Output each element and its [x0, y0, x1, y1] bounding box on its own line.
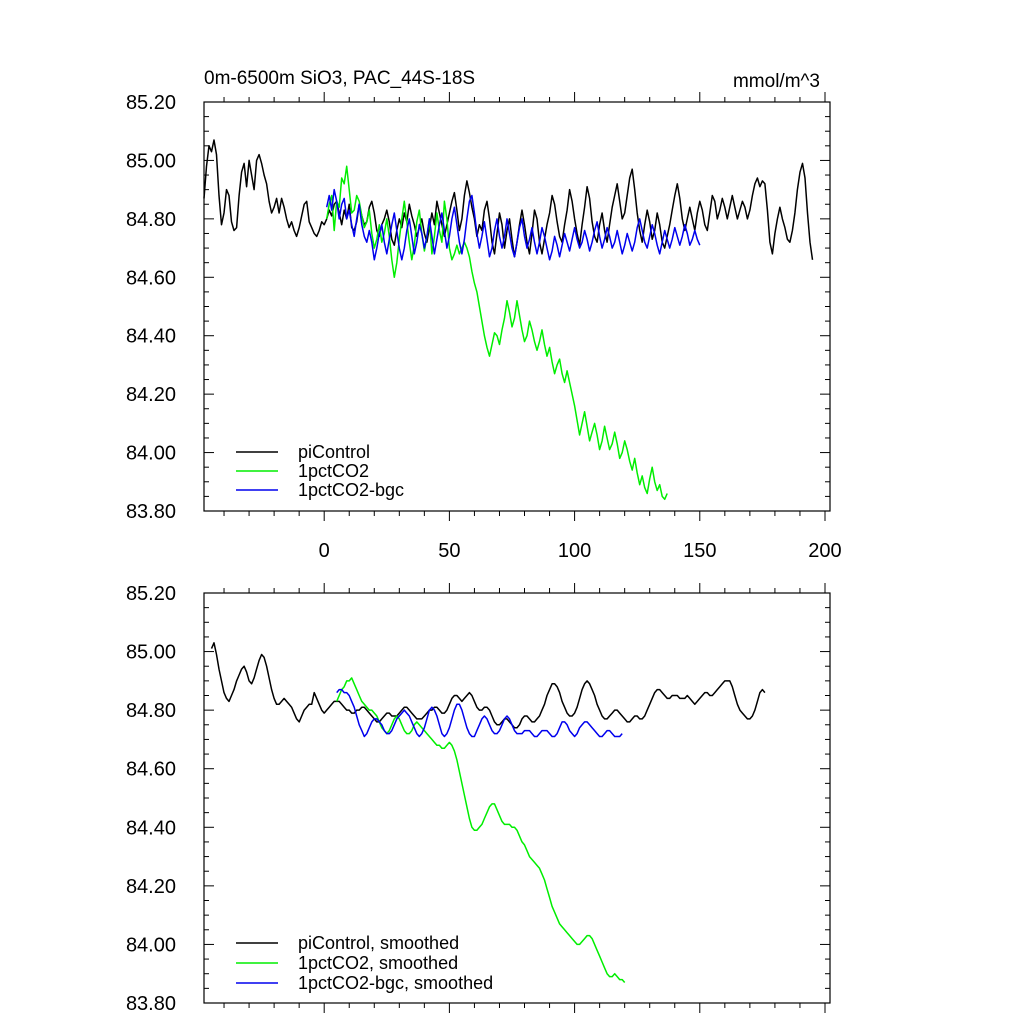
top-ytick-label: 84.00 — [126, 443, 176, 465]
bottom-series — [210, 642, 766, 983]
top-title: 0m-6500m SiO3, PAC_44S-18S — [204, 68, 475, 89]
top-series-picontrol — [203, 139, 814, 260]
bottom-ytick-label: 84.40 — [126, 817, 176, 839]
top-ytick-label: 85.20 — [126, 92, 176, 114]
top-panel: 0m-6500m SiO3, PAC_44S-18S mmol/m^3 83.8… — [126, 68, 842, 562]
top-xtick-label: 0 — [319, 540, 330, 562]
bottom-legend-label: 1pctCO2-bgc, smoothed — [298, 973, 493, 993]
bottom-ytick-label: 83.80 — [126, 993, 176, 1015]
bottom-series-1pctco2-bgc-smoothed — [336, 688, 623, 738]
top-legend-label: 1pctCO2-bgc — [298, 480, 404, 500]
top-ytick-label: 83.80 — [126, 501, 176, 523]
bottom-ytick-label: 85.00 — [126, 642, 176, 664]
top-ytick-label: 84.80 — [126, 209, 176, 231]
bottom-ticks: 83.80 84.00 84.20 84.40 84.60 84.80 85.00 85.20 — [126, 583, 830, 1015]
bottom-ytick-label: 84.80 — [126, 700, 176, 722]
bottom-series-picontrol-smoothed — [210, 642, 766, 729]
top-legend-label: 1pctCO2 — [298, 461, 369, 481]
top-xtick-label: 50 — [438, 540, 460, 562]
top-series-1pctco2-bgc — [325, 188, 701, 261]
top-ytick-label: 85.00 — [126, 150, 176, 172]
bottom-legend-label: 1pctCO2, smoothed — [298, 953, 458, 973]
top-xtick-label: 150 — [683, 540, 716, 562]
bottom-legend-label: piControl, smoothed — [298, 933, 459, 953]
top-units: mmol/m^3 — [733, 71, 820, 92]
bottom-ytick-label: 84.60 — [126, 759, 176, 781]
top-xtick-label: 200 — [808, 540, 841, 562]
top-series — [203, 139, 814, 501]
top-ytick-label: 84.40 — [126, 326, 176, 348]
bottom-ytick-label: 84.00 — [126, 934, 176, 956]
top-series-1pctco2 — [325, 165, 668, 501]
top-ticks: 83.80 84.00 84.20 84.40 84.60 84.80 85.00 85.20… — [126, 92, 842, 562]
top-legend-label: piControl — [298, 442, 370, 462]
top-xtick-label: 100 — [558, 540, 591, 562]
top-ytick-label: 84.20 — [126, 384, 176, 406]
top-ytick-label: 84.60 — [126, 267, 176, 289]
bottom-panel: 83.80 84.00 84.20 84.40 84.60 84.80 85.00 85.20… — [126, 583, 831, 1015]
bottom-ytick-label: 85.20 — [126, 583, 176, 605]
bottom-ytick-label: 84.20 — [126, 876, 176, 898]
